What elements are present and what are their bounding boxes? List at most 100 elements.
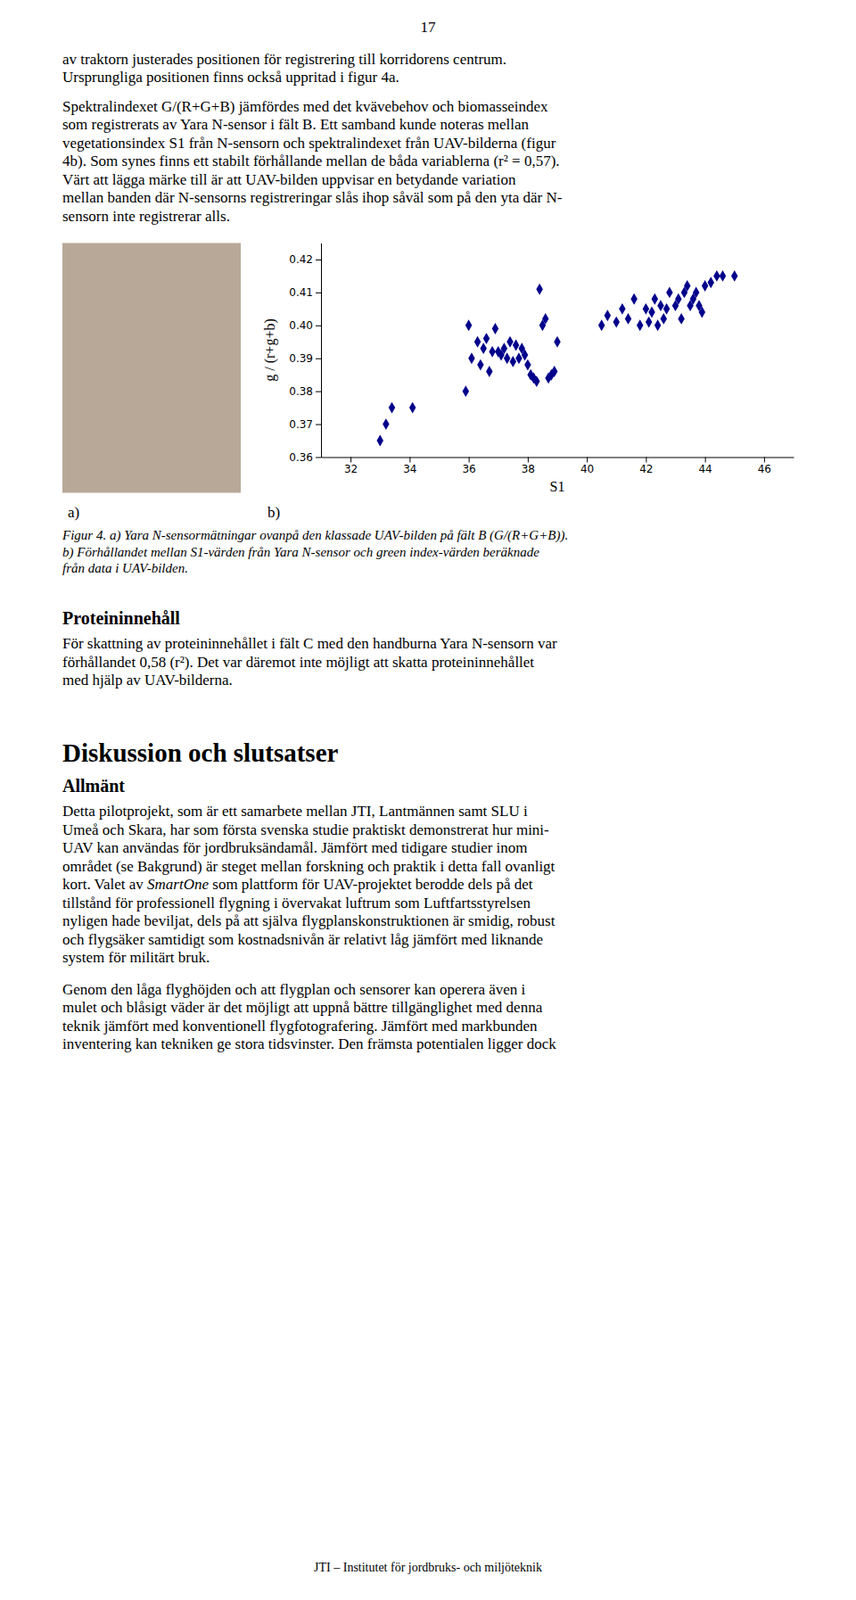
text-span: kort. Valet av	[62, 875, 148, 893]
tick: 32	[344, 457, 358, 477]
tick-mark	[705, 457, 707, 463]
scatter-point	[474, 336, 481, 348]
tick: 0.38	[288, 385, 321, 398]
tick-label: 0.37	[288, 418, 313, 431]
scatter-point	[377, 435, 384, 447]
footer: JTI – Institutet för jordbruks- och milj…	[313, 1560, 543, 1574]
paragraph-line: inventering kan tekniken ge stora tidsvi…	[62, 1035, 557, 1053]
tick-label: 0.38	[288, 385, 313, 398]
scatter-chart: 32343638404244460.360.370.380.390.400.41…	[262, 243, 795, 494]
subsection-heading: Allmänt	[62, 775, 125, 796]
scatter-point	[382, 418, 389, 430]
scatter-point	[465, 319, 472, 331]
paragraph-line: och flygsäker samtidigt som kostnadsnivå…	[62, 930, 544, 948]
caption-line: från data i UAV-bilden.	[62, 560, 189, 576]
scatter-point	[630, 293, 637, 305]
tick-label: 0.42	[288, 253, 313, 266]
paragraph-line: Genom den låga flyghöjden och att flygpl…	[62, 980, 527, 998]
tick-mark	[586, 457, 588, 463]
paragraph-line: mellan banden där N-sensorns registrerin…	[62, 189, 563, 206]
scatter-point	[477, 359, 484, 371]
tick-label: 36	[461, 462, 476, 476]
paragraph-line: Spektralindexet G/(R+G+B) jämfördes med …	[62, 98, 549, 116]
tick-label: 40	[580, 462, 594, 476]
tick-label: 44	[698, 462, 712, 476]
scatter-point	[553, 336, 560, 348]
tick: 34	[403, 457, 417, 477]
scatter-point	[707, 276, 715, 289]
paragraph-line: vegetationsindex S1 från N-sensorn och s…	[62, 134, 557, 152]
scatter-point	[674, 293, 682, 305]
italic-term: SmartOne	[147, 875, 209, 893]
paragraph-line: teknik jämfört med konventionell flygfot…	[62, 1017, 538, 1035]
scatter-point	[510, 355, 517, 368]
tick: 44	[698, 457, 712, 477]
section-heading: Diskussion och slutsatser	[62, 738, 339, 767]
paragraph-line: nyligen hade beviljat, dels på att själv…	[62, 912, 556, 930]
y-axis-title: g / (r+g+b)	[262, 318, 279, 381]
paragraph-line: med hjälp av UAV-bilderna.	[62, 671, 233, 689]
scatter-point	[692, 286, 700, 298]
section-heading: Proteininnehåll	[62, 608, 181, 628]
tick-mark	[350, 457, 352, 463]
caption-line: b) Förhållandet mellan S1-värden från Ya…	[62, 544, 540, 560]
scatter-point	[524, 359, 531, 371]
scatter-point	[699, 306, 706, 319]
tick-label: 0.36	[288, 451, 313, 464]
tick: 0.40	[288, 319, 321, 332]
scatter-point	[388, 402, 396, 414]
page-number: 17	[420, 18, 437, 36]
scatter-point	[648, 306, 655, 319]
tick: 46	[757, 457, 772, 477]
tick-label: 34	[403, 462, 417, 476]
scatter-point	[506, 336, 513, 348]
tick-mark	[315, 457, 321, 459]
paragraph-line: mulet och blåsigt väder är det möjligt a…	[62, 998, 544, 1016]
scatter-point	[485, 365, 493, 378]
paragraph-line: Umeå och Skara, har som första svenska s…	[62, 821, 550, 839]
tick-label: 46	[757, 462, 772, 476]
x-axis-line	[321, 457, 795, 459]
tick: 40	[580, 457, 594, 477]
tick: 36	[461, 457, 476, 477]
tick-mark	[315, 391, 321, 393]
tick-mark	[315, 325, 321, 327]
scatter-point	[488, 345, 495, 358]
scatter-point	[479, 342, 486, 354]
scatter-point	[521, 349, 528, 362]
tick-mark	[315, 358, 321, 360]
scatter-point	[657, 299, 664, 312]
scatter-point	[677, 312, 684, 325]
scatter-point	[636, 319, 643, 331]
scatter-point	[501, 342, 508, 354]
paragraph-line: av traktorn justerades positionen för re…	[62, 50, 507, 68]
tick: 38	[521, 457, 535, 477]
y-axis: 0.36 0.37 0.38 0.39 0.40 0.41 0.42	[288, 243, 321, 464]
tick-mark	[527, 457, 529, 463]
tick: 0.36	[288, 451, 321, 464]
scatter-point	[604, 309, 611, 321]
scatter-point	[618, 303, 626, 315]
scatter-point	[409, 402, 416, 414]
uav-image-placeholder	[62, 243, 241, 494]
paragraph-line: Värt att lägga märke till är att UAV-bil…	[62, 171, 517, 189]
paragraph-line: 4b). Som synes finns ett stabilt förhåll…	[62, 152, 560, 170]
tick-mark	[764, 457, 766, 463]
points	[377, 270, 739, 447]
page: 17 av traktorn justerades positionen för …	[0, 0, 856, 1600]
y-axis-line	[321, 243, 322, 458]
tick: 0.39	[288, 352, 321, 365]
tick-mark	[469, 457, 470, 463]
x-axis: 3234363840424446	[321, 457, 795, 477]
paragraph-line: UAV kan användas för jordbruksändamål. J…	[62, 839, 528, 856]
paragraph-line: För skattning av proteininnehållet i fäl…	[62, 634, 558, 652]
tick-mark	[315, 424, 321, 426]
scatter-point	[503, 352, 511, 364]
tick-label: 38	[521, 462, 535, 476]
paragraph-line: Detta pilotprojekt, som är ett samarbete…	[62, 802, 528, 820]
scatter-point	[642, 303, 650, 315]
tick: 0.41	[288, 286, 321, 299]
scatter-point	[462, 385, 470, 397]
caption-line: Figur 4. a) Yara N-sensormätningar ovanp…	[61, 527, 568, 544]
paragraph-line: system för militärt bruk.	[62, 948, 210, 966]
